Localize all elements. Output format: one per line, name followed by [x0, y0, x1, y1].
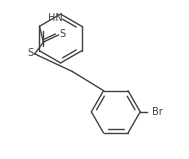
Text: Br: Br	[152, 107, 163, 117]
Text: HN: HN	[48, 13, 63, 23]
Text: S: S	[27, 48, 33, 58]
Text: S: S	[60, 29, 66, 39]
